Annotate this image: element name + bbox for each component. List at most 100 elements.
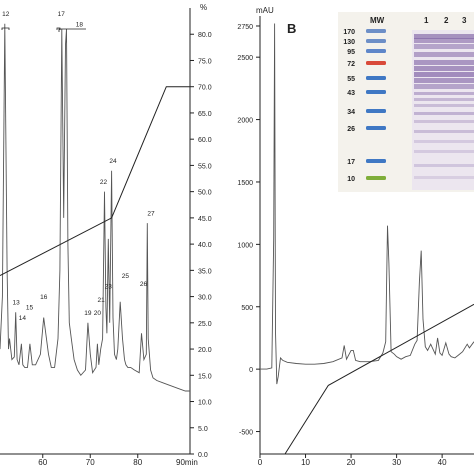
gel-sample-band (414, 164, 474, 167)
panel-a-peak-label: 12 (2, 11, 10, 18)
panel-a-y-tick-label: 20.0 (198, 347, 212, 354)
gel-marker-label: 95 (347, 49, 355, 56)
gel-sample-band (414, 84, 474, 89)
gel-header-lane-3: 3 (462, 16, 467, 25)
panel-a-y-tick-label: 50.0 (198, 190, 212, 197)
panel-a-peak-label: 23 (105, 284, 113, 291)
sds-page-gel-inset: MW 1 2 3 170 130 95 72 55 43 34 26 17 10 (338, 12, 474, 192)
panel-b-x-tick-label: 0 (258, 458, 263, 467)
gel-marker-ladder: 170 130 95 72 55 43 34 26 17 10 (343, 29, 386, 183)
panel-a-y-tick-label: 10.0 (198, 400, 212, 407)
gel-sample-band (414, 112, 474, 115)
gel-marker-band (366, 49, 386, 53)
gel-sample-band (414, 60, 474, 65)
gel-sample-band (414, 150, 474, 153)
panel-a-y-tick-label: 70.0 (198, 85, 212, 92)
panel-a-peak-label: 16 (40, 294, 48, 301)
panel-a-peak-label: 24 (109, 158, 117, 165)
gel-sample-band (414, 66, 474, 71)
panel-a-y-unit-label: % (200, 3, 207, 12)
gel-sample-band (414, 176, 474, 179)
panel-b-x-tick-label: 40 (438, 458, 447, 467)
panel-a-y-tick-label: 25.0 (198, 321, 212, 328)
gel-marker-band (366, 39, 386, 43)
gel-marker-label: 26 (347, 126, 355, 133)
panel-b-y-tick-label: -500 (239, 430, 253, 437)
panel-b-x-tick-label: 30 (392, 458, 401, 467)
panel-b-y-tick-label: 0 (249, 367, 253, 374)
gel-sample-bands (414, 34, 474, 179)
panel-b-y-tick-label: 2500 (237, 55, 253, 62)
gel-marker-label: 130 (343, 39, 355, 46)
panel-b-letter: B (287, 21, 296, 36)
panel-a-y-tick-label: 80.0 (198, 32, 212, 39)
gel-sample-band (414, 78, 474, 83)
panel-a-y-tick-label: 55.0 (198, 163, 212, 170)
panel-b-gradient-line (284, 303, 474, 455)
panel-b-x-ticks: 0 10 20 30 40 (258, 454, 447, 467)
panel-a-peak-label: 19 (84, 310, 92, 317)
gel-sample-band (414, 104, 474, 107)
panel-a-y-tick-label: 40.0 (198, 242, 212, 249)
panel-a-peak-label: 17 (58, 11, 66, 18)
gel-marker-band (366, 29, 386, 33)
panel-b-x-tick-label: 10 (301, 458, 310, 467)
panel-a-peak-label: 27 (147, 210, 155, 217)
gel-sample-band (414, 34, 474, 39)
gel-sample-band (414, 98, 474, 101)
panel-a-peak-label: 13 (13, 299, 21, 306)
panel-a-y-tick-label: 0.0 (198, 452, 208, 459)
gel-marker-label: 43 (347, 90, 355, 97)
gel-sample-band (414, 140, 474, 143)
panel-a-y-tick-label: 5.0 (198, 426, 208, 433)
panel-a-chromatogram-line (0, 23, 190, 392)
panel-a-y-ticks: 0.0 5.0 10.0 15.0 20.0 25.0 30.0 35.0 40.0 45.0 50… (190, 32, 212, 459)
panel-a-x-ticks: 60 70 80 (38, 454, 143, 467)
panel-a-peak-label: 15 (26, 305, 34, 312)
gel-sample-band (414, 52, 474, 57)
gel-sample-band (414, 38, 474, 43)
panel-a-x-tick-label: 80 (133, 458, 142, 467)
gel-marker-label: 34 (347, 109, 355, 116)
panel-b-y-tick-label: 1500 (237, 180, 253, 187)
gel-sample-band (414, 92, 474, 95)
panel-a-peak-label: 21 (98, 297, 106, 304)
panel-a-y-tick-label: 15.0 (198, 373, 212, 380)
panel-a-y-tick-label: 75.0 (198, 58, 212, 65)
panel-b-y-tick-label: 2000 (237, 118, 253, 125)
panel-a-y-tick-label: 65.0 (198, 111, 212, 118)
gel-header-lane-2: 2 (444, 16, 449, 25)
gel-marker-label: 55 (347, 76, 355, 83)
gel-marker-label: 72 (347, 61, 355, 68)
panel-a-peak-label: 20 (94, 310, 102, 317)
panel-a-y-tick-label: 45.0 (198, 216, 212, 223)
panel-b-x-tick-label: 20 (347, 458, 356, 467)
panel-b-y-tick-label: 500 (241, 305, 253, 312)
panel-b-y-tick-label: 2750 (237, 24, 253, 31)
gel-marker-band (366, 61, 386, 65)
gel-marker-label: 10 (347, 176, 355, 183)
panel-a-x-tick-label: 60 (38, 458, 47, 467)
gel-marker-label: 17 (347, 159, 355, 166)
panel-b-chromatogram-line (260, 23, 474, 385)
gel-sample-band (414, 130, 474, 133)
panel-a-peak-label: 14 (19, 315, 27, 322)
gel-marker-band (366, 176, 386, 180)
panel-a-chart: % 0.0 5.0 10.0 15.0 20.0 25.0 30.0 35.0 40.0 45.0… (0, 3, 212, 467)
panel-b-y-ticks: -500 0 500 1000 1500 2000 2500 2750 (237, 24, 260, 437)
gel-sample-band (414, 44, 474, 49)
panel-b-y-tick-label: 1000 (237, 242, 253, 249)
panel-a-peak-labels: 12 13 14 15 16 17 18 19 20 21 22 23 24 25 26 27 (2, 11, 155, 322)
panel-a-peak-brackets (1, 27, 86, 32)
panel-b-y-unit-label: mAU (256, 6, 274, 15)
panel-a-peak-label: 18 (76, 21, 84, 28)
gel-marker-band (366, 76, 386, 80)
gel-sample-band (414, 72, 474, 77)
gel-marker-band (366, 109, 386, 113)
panel-a-x-unit-label: 90min (176, 458, 198, 467)
panel-a-gradient-line (0, 86, 190, 277)
panel-a-peak-label: 26 (140, 281, 148, 288)
gel-marker-band (366, 126, 386, 130)
